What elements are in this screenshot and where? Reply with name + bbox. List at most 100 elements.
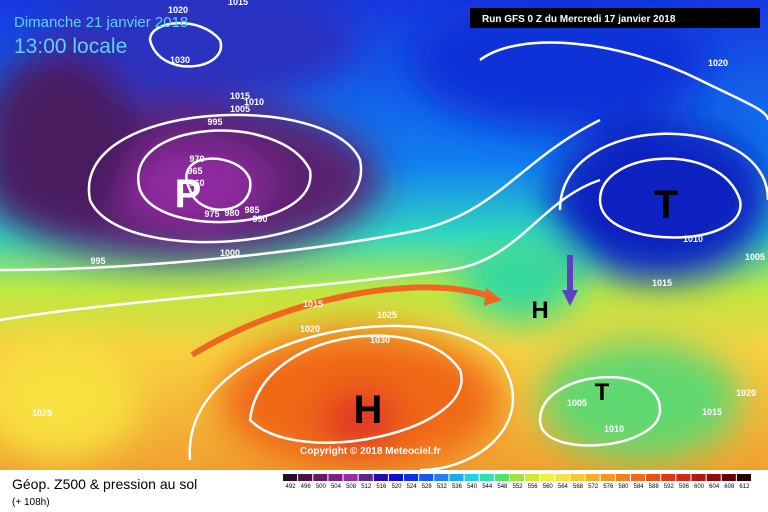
scale-swatch: [494, 474, 509, 481]
isobar-label: 1015: [303, 299, 323, 309]
scale-label: 528: [422, 484, 433, 490]
isobar-label: 1030: [370, 335, 390, 345]
scale-label: 556: [528, 484, 539, 490]
scale-label: 612: [739, 484, 750, 490]
scale-swatch: [736, 474, 751, 481]
scale-label: 520: [391, 484, 402, 490]
pressure-center: T: [595, 379, 610, 406]
scale-label: 596: [679, 484, 690, 490]
isobar-label: 970: [189, 154, 204, 164]
scale-swatch: [555, 474, 570, 481]
isobar-label: 985: [244, 205, 259, 215]
scale-label: 600: [694, 484, 705, 490]
isobar-label: 995: [207, 117, 222, 127]
scale-swatch: [283, 474, 298, 481]
run-info: Run GFS 0 Z du Mercredi 17 janvier 2018: [482, 14, 676, 25]
isobar-label: 990: [252, 214, 267, 224]
isobar-label: 1020: [708, 58, 728, 68]
isobar-label: 960: [189, 178, 204, 188]
scale-swatch: [706, 474, 721, 481]
isobar-label: 1005: [567, 398, 587, 408]
isobar-label: 995: [90, 256, 105, 266]
isobar-label: 1010: [604, 424, 624, 434]
scale-label: 516: [376, 484, 387, 490]
scale-swatch: [404, 474, 419, 481]
isobar-label: 980: [224, 208, 239, 218]
scale-swatch: [479, 474, 494, 481]
isobar-label: 1015: [652, 278, 672, 288]
scale-swatch: [358, 474, 373, 481]
isobar-label: 1015: [702, 407, 722, 417]
scale-label: 536: [452, 484, 463, 490]
scale-label: 500: [316, 484, 327, 490]
isobar-label: 1020: [168, 5, 188, 15]
scale-swatch: [525, 474, 540, 481]
scale-swatch: [615, 474, 630, 481]
time: 13:00 locale: [14, 35, 127, 58]
scale-label: 608: [724, 484, 735, 490]
isobar-label: 1030: [170, 55, 190, 65]
scale-label: 580: [618, 484, 629, 490]
scale-label: 524: [407, 484, 418, 490]
scale-label: 584: [634, 484, 645, 490]
footer-lead: (+ 108h): [12, 497, 50, 508]
run-box: [470, 8, 760, 28]
scale-swatch: [540, 474, 555, 481]
scale-swatch: [328, 474, 343, 481]
scale-swatch: [630, 474, 646, 481]
scale-label: 560: [543, 484, 554, 490]
isobar-label: 1020: [300, 324, 320, 334]
copyright: Copyright © 2018 Meteociel.fr: [300, 446, 441, 457]
scale-swatch: [570, 474, 585, 481]
scale-label: 504: [331, 484, 342, 490]
isobar-label: 1025: [32, 408, 52, 418]
scale-label: 512: [361, 484, 372, 490]
scale-label: 492: [286, 484, 297, 490]
scale-swatch: [464, 474, 479, 481]
isobar-label: 1010: [244, 97, 264, 107]
pressure-center: H: [354, 388, 383, 432]
scale-swatch: [646, 474, 661, 481]
scale-label: 552: [512, 484, 523, 490]
pressure-center: T: [654, 183, 678, 227]
scale-swatch: [691, 474, 706, 481]
scale-label: 564: [558, 484, 569, 490]
scale-swatch: [313, 474, 328, 481]
isobar-label: 1005: [745, 252, 765, 262]
isobar-label: 1020: [736, 388, 756, 398]
scale-label: 568: [573, 484, 584, 490]
scale-label: 508: [346, 484, 357, 490]
scale-swatch: [676, 474, 691, 481]
isobar-label: 1010: [683, 234, 703, 244]
scale-swatch: [449, 474, 464, 481]
pressure-center: P: [175, 172, 202, 216]
scale-swatch: [419, 474, 434, 481]
scale-label: 532: [437, 484, 448, 490]
isobar-label: 1025: [377, 310, 397, 320]
scale-swatch: [434, 474, 449, 481]
isobar-label: 1005: [230, 104, 250, 114]
scale-label: 576: [603, 484, 614, 490]
scale-swatch: [343, 474, 358, 481]
isobar-label: 965: [187, 166, 202, 176]
scale-label: 588: [649, 484, 660, 490]
pressure-center: H: [531, 297, 548, 324]
scale-label: 540: [467, 484, 478, 490]
scale-swatch: [509, 474, 525, 481]
scale-label: 496: [301, 484, 312, 490]
footer-title: Géop. Z500 & pression au sol: [12, 476, 197, 492]
scale-label: 548: [497, 484, 508, 490]
scale-swatch: [585, 474, 600, 481]
isobar-label: 1015: [230, 91, 250, 101]
scale-swatch: [661, 474, 676, 481]
scale-label: 604: [709, 484, 720, 490]
isobar-label: 1015: [228, 0, 248, 7]
scale-swatch: [388, 474, 404, 481]
isobar-label: 1000: [220, 248, 240, 258]
map-background: [0, 0, 768, 472]
scale-label: 592: [664, 484, 675, 490]
scale-swatch: [373, 474, 388, 481]
scale-swatch: [298, 474, 313, 481]
scale-label: 572: [588, 484, 599, 490]
